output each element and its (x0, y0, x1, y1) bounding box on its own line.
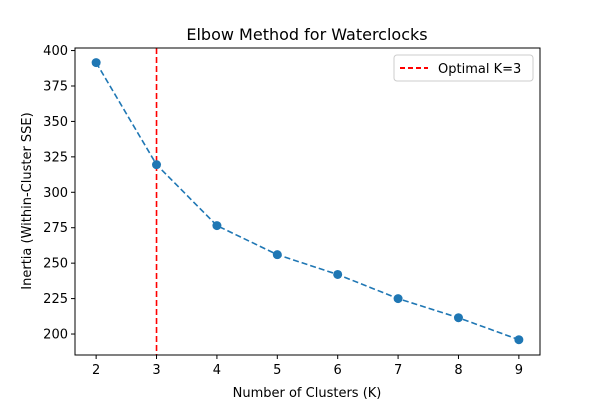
y-tick-label: 400 (43, 44, 68, 59)
legend: Optimal K=3 (393, 54, 534, 82)
x-tick-label: 3 (152, 363, 160, 378)
y-axis-label: Inertia (Within-Cluster SSE) (20, 112, 35, 289)
y-tick-label: 225 (43, 292, 68, 307)
y-tick-label: 275 (43, 221, 68, 236)
y-tick-label: 200 (43, 328, 68, 343)
x-tick-label: 2 (92, 363, 100, 378)
data-point (453, 313, 463, 323)
plot-frame (74, 47, 541, 356)
plot-area (91, 48, 524, 355)
data-point (91, 58, 101, 68)
data-point (272, 250, 282, 260)
x-tick-label: 5 (273, 363, 281, 378)
data-point (514, 335, 524, 345)
data-point (152, 160, 162, 170)
y-tick-label: 350 (43, 115, 68, 130)
x-tick-label: 9 (515, 363, 523, 378)
y-axis: 200 225 250 275 300 325 350 375 400 (43, 44, 75, 343)
y-tick-label: 325 (43, 150, 68, 165)
y-tick-label: 250 (43, 257, 68, 272)
x-tick-label: 6 (334, 363, 342, 378)
legend-box (393, 54, 534, 82)
legend-label-optimal-k: Optimal K=3 (438, 62, 521, 77)
x-tick-label: 4 (213, 363, 221, 378)
chart-title: Elbow Method for Waterclocks (186, 25, 427, 44)
x-axis-label: Number of Clusters (K) (233, 386, 382, 400)
data-point (333, 269, 343, 279)
data-point (212, 221, 222, 231)
data-point (393, 294, 403, 304)
y-tick-label: 300 (43, 186, 68, 201)
y-tick-label: 375 (43, 79, 68, 94)
x-tick-label: 8 (454, 363, 462, 378)
x-axis: 2 3 4 5 6 7 8 9 (92, 355, 523, 378)
series-line (95, 62, 520, 341)
x-tick-label: 7 (394, 363, 402, 378)
